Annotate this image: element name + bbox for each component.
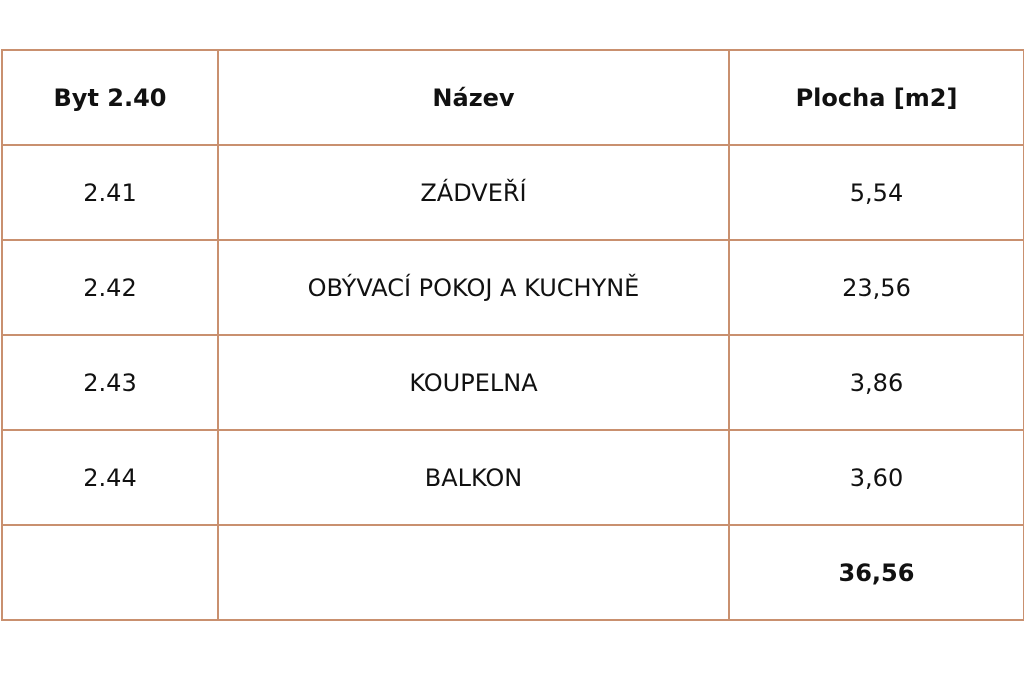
- room-area-table: Byt 2.40 Název Plocha [m2] 2.41 ZÁDVEŘÍ …: [1, 49, 1024, 621]
- room-area: 23,56: [728, 239, 1024, 336]
- table-row: 2.43 KOUPELNA 3,86: [1, 334, 1024, 431]
- room-number: 2.42: [1, 239, 219, 336]
- total-row: 36,56: [1, 524, 1024, 621]
- header-unit: Byt 2.40: [1, 49, 219, 146]
- room-name: BALKON: [217, 429, 730, 526]
- room-name: ZÁDVEŘÍ: [217, 144, 730, 241]
- table-row: 2.44 BALKON 3,60: [1, 429, 1024, 526]
- room-name: OBÝVACÍ POKOJ A KUCHYNĚ: [217, 239, 730, 336]
- header-row: Byt 2.40 Název Plocha [m2]: [1, 49, 1024, 146]
- header-name: Název: [217, 49, 730, 146]
- room-area: 3,60: [728, 429, 1024, 526]
- total-area: 36,56: [728, 524, 1024, 621]
- total-empty-cell: [217, 524, 730, 621]
- total-empty-cell: [1, 524, 219, 621]
- room-name: KOUPELNA: [217, 334, 730, 431]
- room-number: 2.44: [1, 429, 219, 526]
- room-area: 5,54: [728, 144, 1024, 241]
- header-area: Plocha [m2]: [728, 49, 1024, 146]
- table-row: 2.42 OBÝVACÍ POKOJ A KUCHYNĚ 23,56: [1, 239, 1024, 336]
- table-row: 2.41 ZÁDVEŘÍ 5,54: [1, 144, 1024, 241]
- room-number: 2.41: [1, 144, 219, 241]
- room-area: 3,86: [728, 334, 1024, 431]
- room-number: 2.43: [1, 334, 219, 431]
